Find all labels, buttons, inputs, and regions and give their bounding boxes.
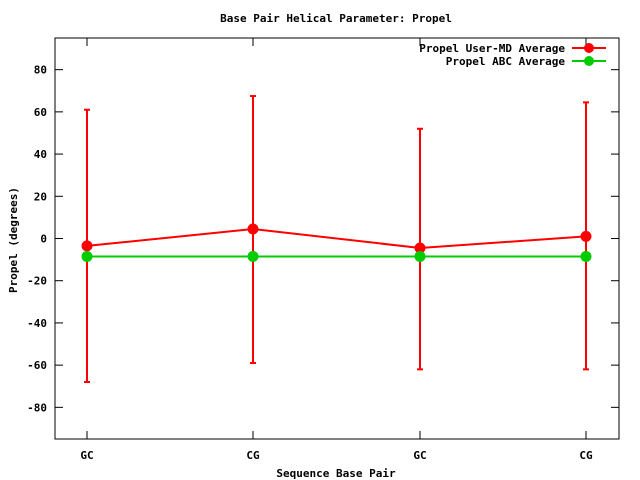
y-tick-label: -60 [27,359,47,372]
data-point [247,250,259,262]
y-tick-label: -80 [27,401,47,414]
data-point [414,250,426,262]
series-line [86,227,587,250]
chart-title: Base Pair Helical Parameter: Propel [220,12,452,25]
y-tick-label: 80 [34,64,47,77]
data-point [81,240,93,252]
x-axis-ticks: GC CG GC CG [80,38,593,462]
y-axis-ticks: -80 -60 -40 -20 0 20 40 60 80 [27,64,619,414]
legend-marker [584,56,594,66]
y-tick-label: -40 [27,317,47,330]
series-1 [81,95,592,384]
y-tick-label: 0 [40,233,47,246]
y-tick-label: 40 [34,148,47,161]
data-point [81,250,93,262]
legend-label: Propel User-MD Average [419,42,565,55]
series-2 [81,250,592,262]
y-axis-label: Propel (degrees) [7,187,20,293]
y-tick-label: 60 [34,106,47,119]
x-tick-label: GC [413,449,426,462]
data-point [580,230,592,242]
data-point [580,250,592,262]
y-tick-label: 20 [34,190,47,203]
x-axis-label: Sequence Base Pair [276,467,396,480]
x-tick-label: CG [579,449,593,462]
series-layer [81,95,592,384]
x-tick-label: GC [80,449,93,462]
data-point [247,223,259,235]
legend-label: Propel ABC Average [446,55,566,68]
x-tick-label: CG [246,449,260,462]
y-tick-label: -20 [27,275,47,288]
legend-marker [584,43,594,53]
